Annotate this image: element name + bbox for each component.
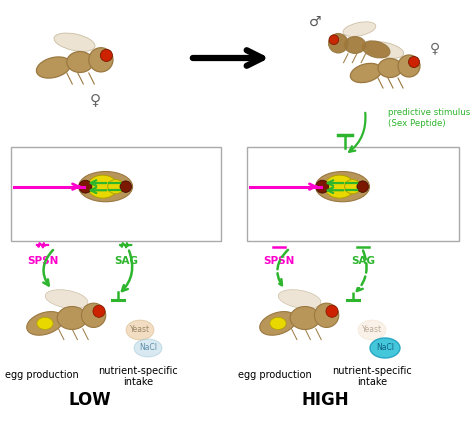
Ellipse shape — [316, 172, 370, 202]
Circle shape — [100, 49, 112, 61]
Text: intake: intake — [123, 377, 153, 387]
Text: ♀: ♀ — [430, 41, 440, 55]
Text: SAG: SAG — [351, 256, 375, 266]
FancyBboxPatch shape — [11, 147, 221, 241]
Ellipse shape — [37, 317, 53, 329]
Ellipse shape — [325, 175, 355, 198]
Ellipse shape — [88, 175, 118, 198]
Ellipse shape — [370, 338, 400, 358]
Circle shape — [316, 180, 329, 193]
Text: NaCl: NaCl — [139, 344, 157, 353]
Ellipse shape — [79, 172, 133, 202]
Text: predictive stimulus
(Sex Peptide): predictive stimulus (Sex Peptide) — [388, 108, 470, 128]
Ellipse shape — [362, 41, 390, 58]
Ellipse shape — [46, 290, 88, 309]
Circle shape — [89, 47, 113, 72]
Ellipse shape — [57, 306, 87, 329]
Ellipse shape — [366, 42, 404, 58]
Circle shape — [329, 35, 339, 44]
Circle shape — [357, 181, 368, 192]
Ellipse shape — [290, 306, 320, 329]
Text: LOW: LOW — [69, 391, 111, 409]
Text: SAG: SAG — [114, 256, 138, 266]
Ellipse shape — [260, 312, 296, 335]
Text: HIGH: HIGH — [301, 391, 349, 409]
Ellipse shape — [358, 320, 386, 340]
Circle shape — [409, 56, 419, 68]
Text: nutrient-specific: nutrient-specific — [332, 366, 412, 376]
Ellipse shape — [378, 59, 402, 78]
Ellipse shape — [345, 180, 361, 194]
Text: egg production: egg production — [238, 370, 312, 380]
Text: NaCl: NaCl — [376, 344, 394, 353]
Ellipse shape — [126, 320, 154, 340]
Ellipse shape — [108, 180, 124, 194]
Circle shape — [82, 303, 106, 327]
Circle shape — [328, 34, 348, 53]
Text: intake: intake — [357, 377, 387, 387]
Text: SPSN: SPSN — [264, 256, 295, 266]
Ellipse shape — [350, 63, 382, 82]
Ellipse shape — [270, 317, 286, 329]
Text: ♂: ♂ — [309, 15, 321, 29]
Ellipse shape — [278, 290, 321, 309]
Circle shape — [398, 55, 420, 77]
Text: nutrient-specific: nutrient-specific — [98, 366, 178, 376]
Circle shape — [326, 305, 338, 317]
Ellipse shape — [134, 339, 162, 357]
FancyBboxPatch shape — [247, 147, 459, 241]
Ellipse shape — [67, 52, 93, 73]
Ellipse shape — [343, 22, 376, 36]
Text: egg production: egg production — [5, 370, 79, 380]
Ellipse shape — [27, 312, 64, 335]
Text: ♀: ♀ — [90, 92, 100, 108]
Text: SPSN: SPSN — [27, 256, 59, 266]
Ellipse shape — [36, 57, 71, 78]
Circle shape — [120, 181, 131, 192]
Circle shape — [314, 303, 339, 327]
Ellipse shape — [345, 37, 365, 53]
Circle shape — [93, 305, 105, 317]
Ellipse shape — [54, 33, 95, 52]
Text: Yeast: Yeast — [130, 326, 150, 335]
Text: Yeast: Yeast — [362, 326, 382, 335]
Circle shape — [79, 180, 92, 193]
